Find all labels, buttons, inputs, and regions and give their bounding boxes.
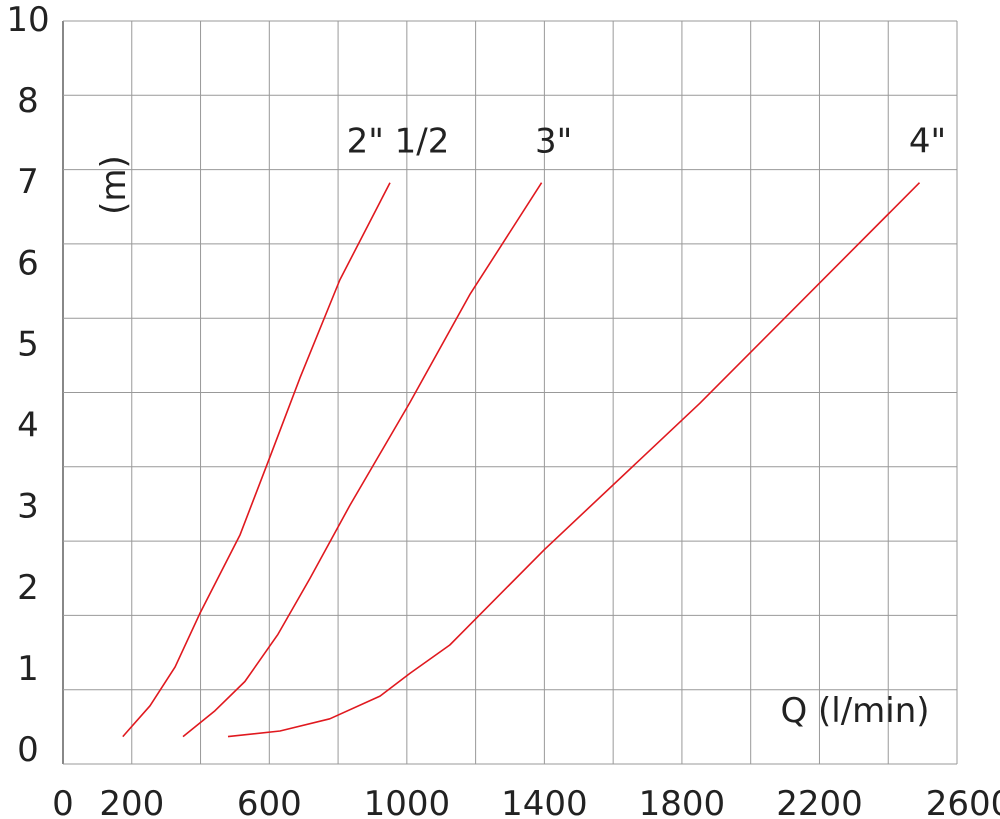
y-tick-label: 4 <box>17 406 39 446</box>
y-axis-ticks: 0 1 2 3 4 5 6 7 8 10 <box>6 0 49 770</box>
y-tick-label: 6 <box>17 243 39 283</box>
y-tick-label: 1 <box>17 649 39 689</box>
series-labels: 2" 1/2 3" 4" <box>347 122 947 162</box>
y-tick-label: 0 <box>17 730 39 770</box>
y-axis-label: (m) <box>94 155 134 215</box>
series-line <box>182 182 543 738</box>
y-tick-label: 7 <box>17 162 39 202</box>
y-tick-label: 2 <box>17 568 39 608</box>
series-line <box>122 182 391 738</box>
y-tick-label: 10 <box>6 0 49 40</box>
x-tick-label: 1000 <box>364 784 451 819</box>
x-axis-label: Q (l/min) <box>780 691 929 731</box>
grid <box>62 20 958 765</box>
series-lines <box>122 182 921 738</box>
series-line <box>227 182 921 738</box>
x-tick-label: 2200 <box>776 784 863 819</box>
series-label: 3" <box>535 122 572 162</box>
y-tick-label: 5 <box>17 324 39 364</box>
series-label: 2" 1/2 <box>347 122 450 162</box>
y-tick-label: 8 <box>17 81 39 121</box>
series-label: 4" <box>909 122 946 162</box>
x-tick-label: 200 <box>99 784 164 819</box>
x-tick-label: 1800 <box>639 784 726 819</box>
x-tick-label: 0 <box>52 784 74 819</box>
y-tick-label: 3 <box>17 487 39 527</box>
x-tick-label: 600 <box>237 784 302 819</box>
x-tick-label: 1400 <box>501 784 588 819</box>
